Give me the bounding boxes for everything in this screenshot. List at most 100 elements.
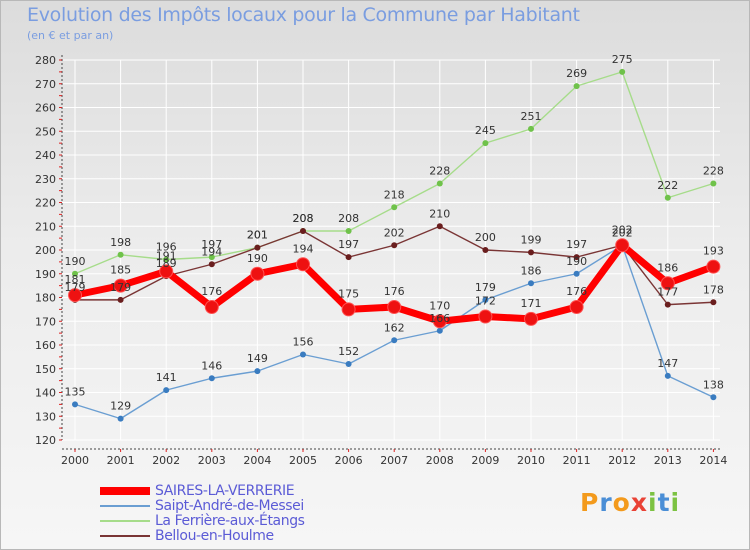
data-label-la-ferriere-aux-etangs: 275 [612,53,633,66]
data-label-bellou-en-houlme: 177 [657,286,678,299]
y-tick-label: 200 [35,244,56,257]
chart-title: Evolution des Impôts locaux pour la Comm… [27,4,580,26]
data-point-saipt-andre-de-messei [208,375,215,382]
data-point-la-ferriere-aux-etangs [208,254,215,261]
data-point-saires-la-verrerie [159,264,174,279]
data-label-la-ferriere-aux-etangs: 208 [338,212,359,225]
data-point-bellou-en-houlme [710,299,717,306]
data-label-saires-la-verrerie: 181 [65,273,86,286]
data-label-saires-la-verrerie: 176 [566,285,587,298]
x-tick-label: 2005 [289,454,317,467]
data-point-bellou-en-houlme [436,223,443,230]
data-point-la-ferriere-aux-etangs [664,194,671,201]
data-label-bellou-en-houlme: 210 [429,207,450,220]
data-point-saipt-andre-de-messei [254,368,261,375]
data-label-saires-la-verrerie: 202 [612,223,633,236]
x-tick-label: 2014 [699,454,727,467]
data-label-la-ferriere-aux-etangs: 251 [521,110,542,123]
data-label-bellou-en-houlme: 201 [247,229,268,242]
data-point-saipt-andre-de-messei [72,401,78,408]
x-tick-label: 2000 [61,454,89,467]
y-tick-label: 270 [35,78,56,91]
data-label-bellou-en-houlme: 208 [293,212,314,225]
data-label-bellou-en-houlme: 189 [156,257,177,270]
data-point-la-ferriere-aux-etangs [391,204,398,211]
data-point-bellou-en-houlme [345,254,352,261]
data-point-saipt-andre-de-messei [528,280,534,287]
x-tick-label: 2011 [563,454,591,467]
data-point-bellou-en-houlme [664,301,671,308]
data-point-saipt-andre-de-messei [300,351,306,358]
x-tick-label: 2002 [152,454,180,467]
y-tick-label: 130 [35,410,56,423]
data-label-bellou-en-houlme: 178 [703,283,724,296]
data-point-bellou-en-houlme [117,296,124,303]
y-tick-label: 230 [35,173,56,186]
x-tick-label: 2004 [243,454,271,467]
data-point-saipt-andre-de-messei [573,270,580,277]
data-point-saires-la-verrerie [524,311,538,326]
chart-subtitle: (en € et par an) [27,29,114,42]
logo-letter: x [630,488,648,517]
data-label-bellou-en-houlme: 202 [612,226,633,239]
data-point-saipt-andre-de-messei [391,337,398,344]
y-tick-label: 180 [35,292,56,305]
data-label-saires-la-verrerie: 170 [429,299,450,312]
data-point-saipt-andre-de-messei [710,394,717,401]
data-label-saires-la-verrerie: 191 [156,249,177,262]
x-tick-label: 2010 [517,454,545,467]
data-label-bellou-en-houlme: 197 [338,238,359,251]
data-label-saipt-andre-de-messei: 129 [110,400,131,413]
data-point-saires-la-verrerie [706,259,721,274]
data-point-saipt-andre-de-messei [664,372,671,379]
data-point-la-ferriere-aux-etangs [345,228,352,234]
y-tick-label: 190 [35,268,56,281]
data-label-saires-la-verrerie: 194 [293,242,314,255]
data-label-saipt-andre-de-messei: 190 [566,255,587,268]
data-label-saires-la-verrerie: 186 [657,261,678,274]
data-label-bellou-en-houlme: 200 [475,231,496,244]
legend-swatch-la-ferriere [100,520,150,522]
logo-letter: i [648,488,658,517]
data-point-bellou-en-houlme [254,244,261,251]
x-tick-label: 2008 [426,454,454,467]
legend-label: La Ferrière-aux-Étangs [155,513,305,529]
data-point-bellou-en-houlme [528,249,534,256]
data-point-saipt-andre-de-messei [163,387,170,394]
x-tick-label: 2012 [608,454,636,467]
y-tick-label: 260 [35,102,56,115]
data-point-la-ferriere-aux-etangs [117,251,124,258]
legend-label: SAIRES-LA-VERRERIE [155,483,295,499]
y-tick-label: 170 [35,315,56,328]
data-label-saipt-andre-de-messei: 146 [201,359,222,372]
logo-letter: r [599,488,613,517]
data-point-saires-la-verrerie [204,300,219,314]
data-point-saires-la-verrerie [113,278,128,293]
legend-label: Saipt-André-de-Messei [155,498,304,514]
y-tick-label: 250 [35,125,56,138]
data-point-saires-la-verrerie [250,266,265,281]
data-point-bellou-en-houlme [208,261,215,268]
data-label-la-ferriere-aux-etangs: 218 [384,188,405,201]
data-point-saires-la-verrerie [296,257,310,272]
y-tick-label: 280 [35,54,56,67]
y-tick-label: 150 [35,363,56,376]
data-label-saipt-andre-de-messei: 186 [521,264,542,277]
data-label-saipt-andre-de-messei: 147 [657,357,678,370]
data-label-la-ferriere-aux-etangs: 190 [65,255,86,268]
data-point-la-ferriere-aux-etangs [573,83,580,90]
data-point-la-ferriere-aux-etangs [436,180,443,187]
data-point-saires-la-verrerie [341,302,356,317]
x-tick-label: 2007 [380,454,408,467]
data-point-la-ferriere-aux-etangs [710,180,717,187]
data-point-saipt-andre-de-messei [117,415,124,422]
data-point-bellou-en-houlme [573,254,580,261]
data-label-saipt-andre-de-messei: 179 [475,281,496,294]
data-label-saires-la-verrerie: 193 [703,245,724,258]
data-label-saipt-andre-de-messei: 166 [429,312,450,325]
y-tick-label: 220 [35,197,56,210]
y-tick-label: 140 [35,387,56,400]
data-point-saires-la-verrerie [660,276,675,291]
